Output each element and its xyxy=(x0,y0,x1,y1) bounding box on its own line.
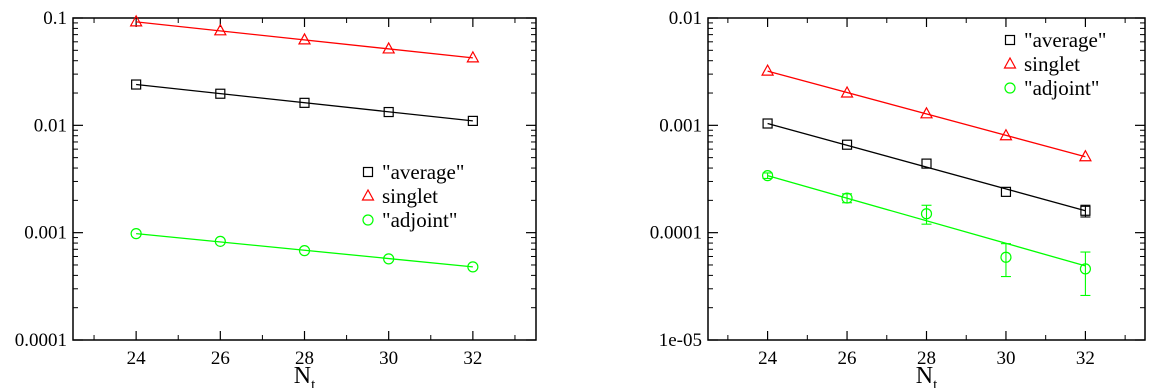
legend: "average"singlet"adjoint" xyxy=(361,160,464,232)
data-point xyxy=(919,106,934,119)
x-axis-label-subscript: t xyxy=(933,377,938,388)
plot-frame xyxy=(72,17,537,341)
data-point xyxy=(1000,251,1012,263)
data-point xyxy=(466,50,480,63)
data-point xyxy=(383,106,394,118)
chart-panel-2: 24 26 28 30 32 1e-05 0.0001 0.001 0.01 Nt "average… xyxy=(650,8,1146,388)
legend-marker xyxy=(1003,56,1017,69)
data-point xyxy=(920,208,933,220)
legend-label: "average" xyxy=(382,160,464,184)
legend-label: singlet xyxy=(382,184,438,208)
legend-marker xyxy=(362,166,374,178)
x-tick-label: 24 xyxy=(758,348,778,369)
x-tick-label: 28 xyxy=(917,348,936,369)
y-tick-label: 0.01 xyxy=(34,115,67,136)
data-point xyxy=(467,115,478,126)
legend-label: "adjoint" xyxy=(1024,76,1099,100)
y-tick-label: 0.001 xyxy=(659,115,702,136)
data-point xyxy=(129,14,143,27)
data-point xyxy=(1080,205,1091,216)
legend-marker xyxy=(362,214,374,226)
data-point xyxy=(214,235,226,247)
data-point xyxy=(131,79,142,90)
y-tick-label: 0.001 xyxy=(24,223,67,244)
data-point xyxy=(761,63,775,76)
fit-line xyxy=(136,83,473,122)
legend-marker xyxy=(1004,82,1016,94)
series-2 xyxy=(761,63,1092,162)
series-3 xyxy=(130,228,479,273)
data-point xyxy=(383,253,395,265)
x-tick-label: 32 xyxy=(1076,348,1095,369)
legend-label: "average" xyxy=(1024,28,1106,52)
data-point xyxy=(215,88,226,99)
y-tick-label: 0.0001 xyxy=(15,330,67,351)
chart-panel-1: 24 26 28 30 32 0.0001 0.001 0.01 0.1 Nt "average"s… xyxy=(15,8,537,388)
legend: "average"singlet"adjoint" xyxy=(1003,28,1106,100)
series-3 xyxy=(761,170,1092,297)
x-tick-label: 32 xyxy=(463,348,482,369)
data-point xyxy=(1079,263,1092,275)
y-tick-label: 0.1 xyxy=(43,8,67,29)
x-tick-label: 26 xyxy=(211,348,230,369)
data-point xyxy=(762,118,773,129)
data-point xyxy=(297,32,312,45)
x-axis-label-subscript: t xyxy=(311,377,316,388)
series-1 xyxy=(762,118,1091,218)
y-tick-label: 1e-05 xyxy=(659,330,702,351)
data-point xyxy=(298,245,311,257)
data-point xyxy=(921,158,932,169)
y-tick-label: 0.01 xyxy=(669,8,702,29)
legend-marker xyxy=(1004,34,1016,46)
legend-marker xyxy=(361,188,375,201)
data-point xyxy=(1078,149,1092,162)
data-point xyxy=(299,97,310,108)
legend-label: "adjoint" xyxy=(382,208,457,232)
data-point xyxy=(467,261,479,273)
data-point xyxy=(840,85,854,98)
x-tick-label: 30 xyxy=(379,348,398,369)
data-point xyxy=(382,41,396,54)
x-tick-label: 30 xyxy=(996,348,1015,369)
data-point xyxy=(1000,186,1012,197)
legend-label: singlet xyxy=(1024,52,1080,76)
fit-line xyxy=(767,122,1086,212)
fit-line xyxy=(136,232,473,268)
fit-line xyxy=(767,70,1086,158)
y-tick-label: 0.0001 xyxy=(650,223,702,244)
data-point xyxy=(841,139,853,150)
x-tick-label: 26 xyxy=(838,348,857,369)
series-1 xyxy=(131,79,478,126)
data-point xyxy=(213,23,227,36)
x-axis-label: Nt xyxy=(916,363,938,388)
fit-line xyxy=(136,21,473,59)
data-point xyxy=(999,128,1013,141)
x-tick-label: 28 xyxy=(295,348,314,369)
series-2 xyxy=(129,14,480,63)
data-point xyxy=(130,228,142,240)
data-point xyxy=(761,170,774,182)
x-tick-label: 24 xyxy=(127,348,147,369)
x-axis-label: Nt xyxy=(294,363,316,388)
data-point xyxy=(841,192,853,204)
